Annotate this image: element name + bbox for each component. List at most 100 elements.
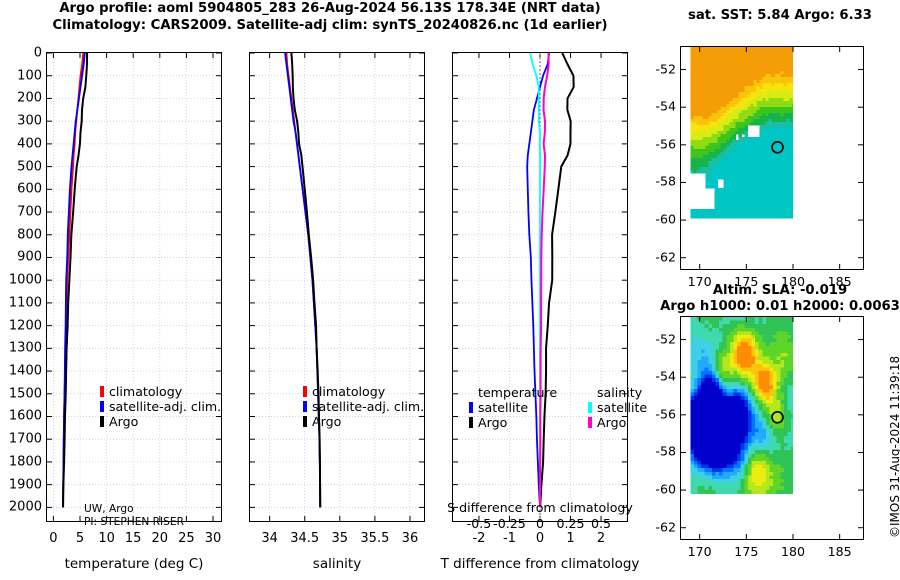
s-difference-tick-label: 0.5 (591, 516, 612, 531)
legend-label: satellite (478, 400, 529, 416)
sst-map[interactable] (680, 46, 864, 270)
temperature-tick-label: 25 (178, 531, 195, 546)
temperature-tick-label: 15 (124, 531, 142, 546)
temperature-tick-label: 10 (98, 531, 115, 546)
sla-map[interactable] (680, 316, 864, 540)
sst-lat-tick-label: -58 (655, 174, 676, 190)
depth-tick-label: 1200 (8, 318, 42, 334)
sst-lat-tick-label: -52 (655, 61, 676, 77)
depth-tick-label: 700 (17, 204, 42, 220)
depth-tick-label: 1600 (8, 408, 42, 424)
salinity-tick-label: 34.5 (290, 531, 320, 546)
s-difference-tick-label: -0.25 (493, 516, 526, 531)
legend-label: satellite-adj. clim. (312, 399, 425, 415)
difference-legend-temperature: temperature satellite Argo (469, 385, 557, 431)
depth-tick-label: 1000 (8, 272, 42, 288)
depth-tick-label: 500 (17, 159, 42, 175)
temperature-tick-label: 5 (75, 531, 85, 546)
legend-color-swatch (303, 386, 307, 398)
sst-lat-tick-label: -56 (655, 136, 676, 152)
difference-profile-plot[interactable] (452, 52, 628, 522)
temperature-profile-plot[interactable] (46, 52, 222, 522)
sla-lat-tick-label: -54 (655, 368, 676, 384)
temperature-tick-label: 0 (49, 531, 58, 546)
depth-tick-label: 1100 (8, 295, 42, 311)
t-difference-axis-title: T difference from climatology (440, 556, 640, 572)
temperature-axis-title: temperature (deg C) (64, 556, 204, 572)
legend-color-swatch (100, 401, 104, 413)
title-line-1: Argo profile: aoml 5904805_283 26-Aug-20… (59, 1, 601, 16)
s-difference-axis-title: S difference from climatology (447, 500, 633, 515)
legend-color-swatch (100, 416, 104, 428)
sst-lat-tick-label: -62 (655, 249, 676, 265)
t-difference-tick-label: -2 (472, 531, 486, 546)
legend-item: Argo (303, 414, 424, 429)
legend-label: Argo (109, 414, 139, 430)
legend-label: satellite-adj. clim. (109, 399, 222, 415)
legend-item: Argo (588, 415, 647, 430)
sst-lat-tick-label: -60 (655, 211, 676, 227)
legend-item: satellite (469, 400, 557, 415)
sst-map-title: sat. SST: 5.84 Argo: 6.33 (688, 8, 872, 23)
depth-tick-label: 0 (33, 45, 42, 61)
salinity-tick-label: 35 (331, 531, 349, 546)
sla-lat-tick-label: -52 (655, 331, 676, 347)
depth-tick-label: 800 (17, 227, 42, 243)
t-difference-tick-label: -1 (502, 531, 516, 546)
legend-item: climatology (100, 384, 221, 399)
sst-lon-tick-label: 180 (780, 274, 806, 289)
float-position-marker (771, 140, 784, 154)
legend-color-swatch (588, 417, 592, 429)
legend-item: Argo (469, 415, 557, 430)
legend-item: climatology (303, 384, 424, 399)
legend-header: salinity (597, 385, 643, 400)
t-difference-tick-label: 0 (535, 531, 545, 546)
depth-tick-label: 400 (17, 136, 42, 152)
legend-label: Argo (597, 415, 627, 431)
legend-item: satellite-adj. clim. (100, 399, 221, 414)
temperature-tick-label: 20 (151, 531, 169, 546)
t-difference-tick-label: 2 (596, 531, 606, 546)
legend-color-swatch (588, 402, 592, 414)
depth-tick-label: 1700 (8, 431, 42, 447)
sla-lat-tick-label: -62 (655, 519, 676, 535)
sla-lon-tick-label: 180 (780, 544, 806, 559)
sla-lat-tick-label: -60 (655, 481, 676, 497)
legend-color-swatch (100, 386, 104, 398)
depth-tick-label: 900 (17, 249, 42, 265)
legend-item: Argo (100, 414, 221, 429)
sst-lat-tick-label: -54 (655, 98, 676, 114)
title-line-2: Climatology: CARS2009. Satellite-adj cli… (52, 18, 608, 33)
sst-lon-tick-label: 170 (687, 274, 712, 289)
legend-label: climatology (312, 384, 386, 399)
sla-lon-tick-label: 175 (734, 544, 759, 559)
s-difference-tick-label: -0.5 (466, 516, 492, 531)
difference-legend-salinity: salinity satellite Argo (588, 385, 647, 431)
annotation-line: UW, Argo (84, 503, 134, 515)
legend-item: satellite-adj. clim. (303, 399, 424, 414)
depth-tick-label: 200 (17, 90, 42, 106)
salinity-profile-plot[interactable] (249, 52, 425, 522)
salinity-tick-label: 35.5 (360, 531, 390, 546)
legend-header: temperature (478, 385, 558, 400)
annotation-line: PI: STEPHEN RISER (84, 515, 184, 528)
sla-lat-tick-label: -58 (655, 444, 676, 460)
legend-color-swatch (303, 416, 307, 428)
legend-label: Argo (478, 415, 508, 431)
depth-tick-label: 300 (17, 113, 42, 129)
t-difference-tick-label: 1 (566, 531, 575, 546)
salinity-tick-label: 34 (261, 531, 278, 546)
salinity-legend: climatology satellite-adj. clim. Argo (303, 384, 424, 430)
sla-map-title-line-2: Argo h1000: 0.01 h2000: 0.0063 (660, 299, 900, 314)
sst-lon-tick-label: 175 (734, 274, 759, 289)
sla-map-title: Altim. SLA: -0.019 Argo h1000: 0.01 h200… (660, 283, 900, 315)
depth-tick-label: 1900 (8, 477, 42, 493)
depth-tick-label: 1800 (8, 454, 42, 470)
legend-label: Argo (312, 414, 342, 430)
sst-lon-tick-label: 185 (827, 274, 852, 289)
sla-lon-tick-label: 170 (687, 544, 712, 559)
legend-item: satellite (588, 400, 647, 415)
copyright-text: ©IMOS 31-Aug-2024 11:39:18 (888, 355, 900, 538)
depth-tick-label: 1400 (8, 363, 42, 379)
salinity-axis-title: salinity (312, 556, 362, 572)
